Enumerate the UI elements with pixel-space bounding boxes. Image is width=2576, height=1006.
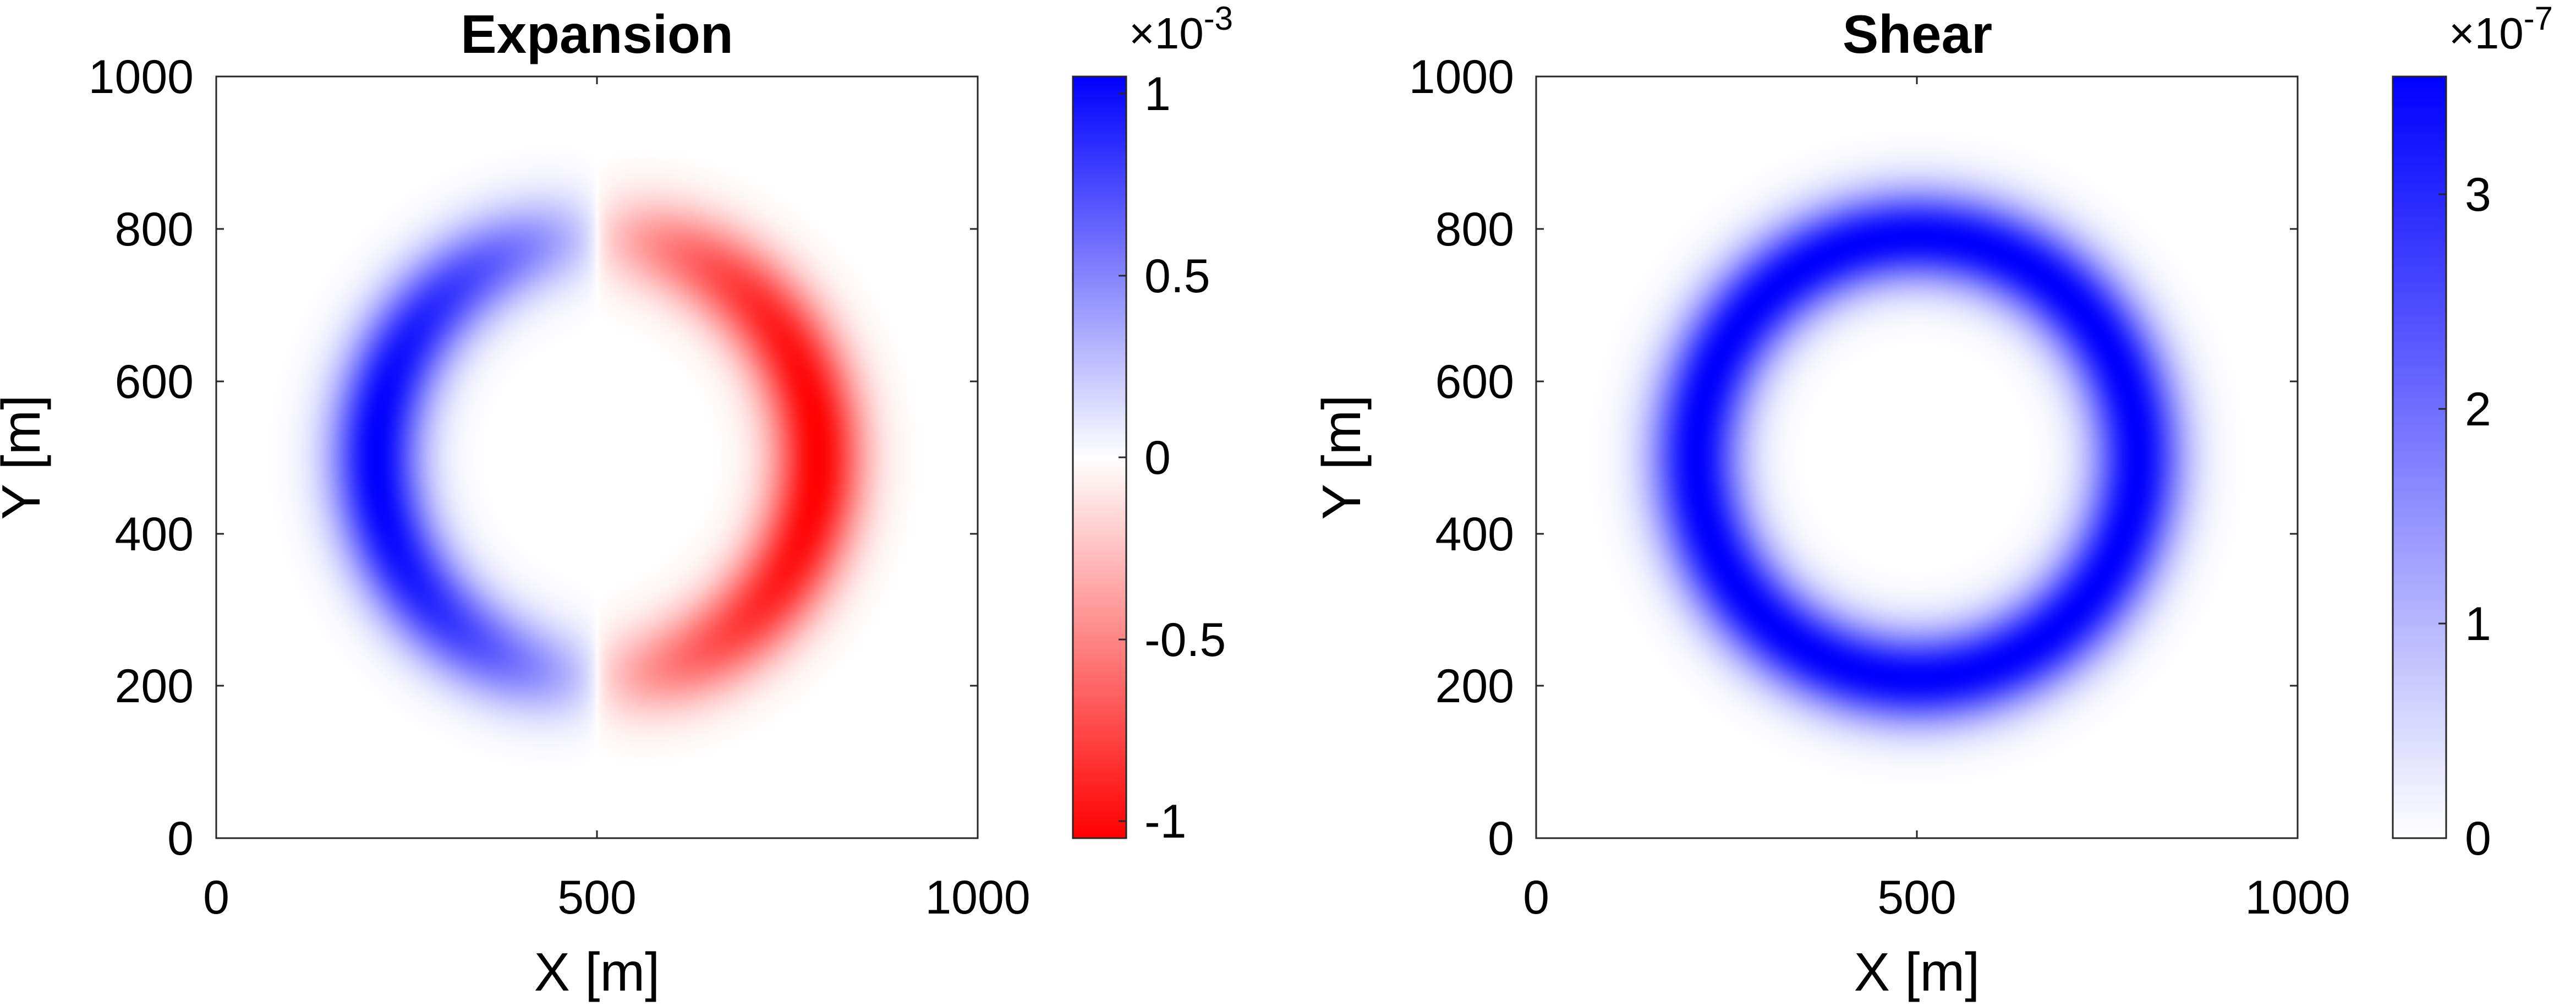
expansion-y-tick-label-400: 400 [115, 508, 194, 561]
shear-y-tick-label-600: 600 [1435, 356, 1515, 408]
shear-y-tick-label-1000: 1000 [1409, 51, 1514, 103]
shear-cb-exponent: ×10-7 [2449, 0, 2553, 58]
shear-x-tick-label-0: 0 [1523, 871, 1549, 924]
shear-x-tick-label-1000: 1000 [2245, 871, 2350, 924]
shear-heatmap-area [1536, 76, 2298, 838]
shear-y-tick-label-200: 200 [1435, 660, 1515, 713]
expansion-cb-tick-label-1: 1 [1144, 68, 1171, 121]
shear-y-tick-label-0: 0 [1488, 812, 1514, 865]
expansion-y-ticks [216, 75, 978, 839]
expansion-y-tick-label-800: 800 [115, 203, 194, 256]
shear-colorbar-box [2392, 75, 2447, 839]
expansion-y-tick-label-600: 600 [115, 356, 194, 408]
expansion-cb-exponent-base: ×10 [1129, 9, 1204, 58]
expansion-y-tick-label-200: 200 [115, 660, 194, 713]
expansion-x-ticks [215, 76, 979, 838]
expansion-y-axis-label: Y [m] [0, 395, 51, 520]
expansion-heatmap [216, 76, 978, 838]
expansion-x-tick-label-500: 500 [557, 871, 637, 924]
expansion-colorbar-ticks [1119, 92, 1126, 822]
expansion-x-tick-label-1000: 1000 [925, 871, 1030, 924]
expansion-y-tick-label-0: 0 [167, 812, 194, 865]
expansion-y-tick-label-1000: 1000 [89, 51, 194, 103]
expansion-cb-exponent-power: -3 [1204, 0, 1233, 37]
shear-y-axis-label: Y [m] [1311, 395, 1372, 520]
expansion-cb-tick-label-neg1: -1 [1144, 795, 1186, 848]
expansion-x-axis-label: X [m] [534, 942, 660, 1002]
shear-y-tick-label-800: 800 [1435, 203, 1515, 256]
shear-colorbar [2393, 76, 2446, 838]
shear-cb-exponent-base: ×10 [2449, 9, 2524, 58]
expansion-cb-tick-label-neg0.5: -0.5 [1144, 614, 1226, 666]
expansion-cb-exponent: ×10-3 [1129, 0, 1233, 58]
shear-heatmap [1536, 76, 2298, 838]
expansion-heatmap-area [216, 76, 978, 838]
shear-x-tick-label-500: 500 [1877, 871, 1956, 924]
shear-y-ticks [1536, 75, 2298, 839]
shear-cb-tick-label-0: 0 [2465, 812, 2491, 865]
expansion-title: Expansion [461, 4, 733, 64]
expansion-panel: Expansion 0 500 1000 [0, 0, 1233, 1002]
shear-panel: Shear 0 500 1000 0 200 [1311, 0, 2553, 1002]
expansion-x-tick-label-0: 0 [203, 871, 229, 924]
shear-title: Shear [1843, 4, 1992, 64]
expansion-cb-tick-label-0.5: 0.5 [1144, 250, 1210, 303]
shear-cb-exponent-power: -7 [2524, 0, 2553, 37]
shear-x-axis-label: X [m] [1854, 942, 1980, 1002]
shear-x-ticks [1535, 76, 2299, 838]
shear-colorbar-ticks [2438, 193, 2446, 839]
shear-colorbar-area [2393, 76, 2446, 838]
shear-y-tick-label-400: 400 [1435, 508, 1515, 561]
shear-cb-tick-label-1: 1 [2465, 598, 2491, 650]
shear-cb-tick-label-2: 2 [2465, 383, 2491, 436]
shear-cb-tick-label-3: 3 [2465, 168, 2491, 221]
expansion-colorbar-area [1073, 76, 1126, 838]
expansion-cb-tick-label-0: 0 [1144, 431, 1171, 484]
expansion-colorbar [1073, 76, 1126, 838]
